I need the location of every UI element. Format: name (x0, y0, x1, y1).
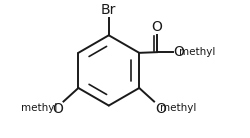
Text: O: O (52, 102, 63, 116)
Text: O: O (174, 45, 184, 59)
Text: O: O (155, 102, 166, 116)
Text: methyl: methyl (160, 103, 196, 113)
Text: methyl: methyl (179, 47, 215, 57)
Text: O: O (151, 20, 162, 34)
Text: methyl: methyl (21, 103, 58, 113)
Text: Br: Br (101, 3, 116, 17)
